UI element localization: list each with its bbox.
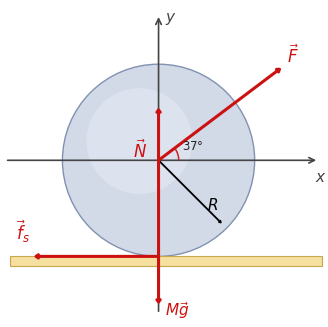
Circle shape	[87, 88, 192, 194]
Text: $R$: $R$	[207, 197, 218, 213]
Circle shape	[62, 64, 255, 256]
Text: $y$: $y$	[165, 11, 177, 27]
Text: $\vec{f}_s$: $\vec{f}_s$	[16, 218, 30, 245]
Text: $x$: $x$	[315, 170, 327, 185]
Text: $M\vec{g}$: $M\vec{g}$	[165, 300, 190, 320]
Text: $37°$: $37°$	[182, 140, 203, 153]
Bar	[10, 256, 322, 266]
Text: $\vec{N}$: $\vec{N}$	[133, 139, 147, 162]
Text: $\vec{F}$: $\vec{F}$	[287, 44, 299, 67]
